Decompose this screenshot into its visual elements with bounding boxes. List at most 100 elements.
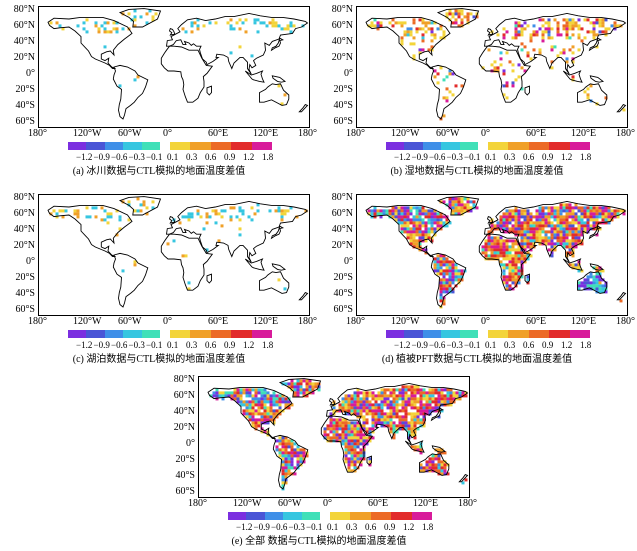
- lon-label: 0°: [481, 316, 490, 327]
- lon-label: 0°: [323, 498, 332, 509]
- lon-label: 60°E: [208, 316, 229, 327]
- greenland-outline: [436, 8, 480, 28]
- lon-label: 0°: [163, 316, 172, 327]
- colorbar-tick: 1.2: [403, 522, 415, 532]
- anomaly-field: [49, 9, 305, 106]
- colorbar-tick: −0.3: [288, 522, 305, 532]
- japan-outline: [588, 225, 603, 240]
- colorbar-tick: 0.1: [485, 152, 497, 162]
- lon-label: 180°: [616, 316, 635, 327]
- greenland-outline: [436, 196, 480, 216]
- colorbar-positive: [488, 142, 590, 150]
- colorbar-tick: 0.1: [167, 340, 179, 350]
- colorbar-tick: −1.2: [394, 340, 411, 350]
- lat-label: 80°N: [331, 4, 353, 15]
- anomaly-field: [49, 197, 308, 291]
- lat-label: 60°S: [333, 304, 353, 315]
- eurasia-outline: [165, 200, 309, 263]
- colorbar-tick: 1.2: [561, 152, 573, 162]
- lat-label: 40°S: [333, 100, 353, 111]
- south-america-outline: [112, 64, 149, 120]
- new-guinea-outline: [431, 445, 447, 453]
- lat-label: 60°N: [13, 208, 35, 219]
- lat-label: 20°S: [15, 84, 35, 95]
- colorbar-positive: [488, 330, 590, 338]
- new-zealand-outline: [298, 292, 309, 301]
- lon-label: 120°W: [391, 316, 420, 327]
- colorbar-tick: 0.6: [205, 340, 217, 350]
- anomaly-field: [209, 379, 468, 491]
- lon-label: 0°: [481, 128, 490, 139]
- lat-label: 60°S: [333, 116, 353, 127]
- britain-outline: [168, 28, 176, 36]
- panel-e: 80°N 60°N 40°N 20°N 0° 20°S 40°S 60°S 180° 120°W 6…: [160, 370, 478, 551]
- lon-label: 120°E: [413, 498, 439, 509]
- colorbar-negative: [386, 142, 478, 150]
- madagascar-outline: [206, 85, 212, 96]
- lat-label: 40°S: [175, 470, 195, 481]
- africa-outline: [160, 45, 214, 103]
- map-frame: [198, 376, 470, 498]
- colorbar-tick: −1.2: [394, 152, 411, 162]
- madagascar-outline: [366, 455, 372, 466]
- lon-label: 180°: [28, 128, 47, 139]
- colorbar-tick: 0.6: [205, 152, 217, 162]
- south-america-outline: [272, 434, 309, 490]
- colorbar-tick: 1.2: [243, 152, 255, 162]
- greenland-outline: [278, 378, 322, 398]
- lat-label: 80°N: [331, 192, 353, 203]
- south-america-outline: [430, 64, 467, 120]
- colorbar-tick: 0.1: [167, 152, 179, 162]
- greenland-outline: [118, 8, 162, 28]
- madagascar-outline: [206, 273, 212, 284]
- eurasia-outline: [165, 12, 309, 75]
- colorbar-tick: 0.9: [542, 340, 554, 350]
- north-america-outline: [365, 204, 451, 258]
- eurasia-outline: [483, 200, 627, 263]
- colorbar-tick: 0.1: [327, 522, 339, 532]
- colorbar-tick: 0.9: [224, 340, 236, 350]
- lat-label: 20°N: [13, 52, 35, 63]
- lat-label: 60°N: [331, 20, 353, 31]
- colorbar-tick: −0.6: [429, 152, 446, 162]
- colorbar-tick: 0.6: [523, 152, 535, 162]
- new-zealand-outline: [616, 104, 627, 113]
- new-zealand-outline: [298, 104, 309, 113]
- lon-label: 60°W: [436, 128, 460, 139]
- lon-label: 180°: [346, 316, 365, 327]
- africa-outline: [160, 233, 214, 291]
- colorbar-tick: −0.6: [111, 340, 128, 350]
- panel-caption: (a) 冰川数据与CTL模拟的地面温度差值: [72, 166, 246, 177]
- indonesia-outline: [244, 258, 265, 271]
- colorbar-tick: −1.2: [76, 340, 93, 350]
- new-zealand-outline: [458, 474, 469, 483]
- panel-caption: (b) 湿地数据与CTL模拟的地面温度差值: [390, 166, 564, 177]
- lon-label: 180°: [346, 128, 365, 139]
- colorbar-positive: [170, 142, 272, 150]
- world-map: [365, 8, 627, 121]
- lat-label: 40°S: [15, 100, 35, 111]
- colorbar-tick: 1.8: [580, 340, 592, 350]
- australia-outline: [259, 271, 290, 294]
- lat-label: 20°N: [331, 52, 353, 63]
- australia-outline: [419, 453, 450, 476]
- panel-caption: (c) 湖泊数据与CTL模拟的地面温度差值: [72, 354, 246, 365]
- lon-label: 60°E: [526, 128, 547, 139]
- south-america-outline: [430, 252, 467, 308]
- japan-outline: [270, 37, 285, 52]
- colorbar-tick: −0.9: [411, 340, 428, 350]
- panel-caption: (e) 全部 数据与CTL模拟的地面温度差值: [231, 536, 407, 547]
- lon-label: 180°: [616, 128, 635, 139]
- north-america-outline: [47, 16, 133, 70]
- lon-label: 180°: [298, 128, 317, 139]
- lat-label: 80°N: [173, 374, 195, 385]
- colorbar-tick: −0.6: [111, 152, 128, 162]
- colorbar-tick: 1.2: [243, 340, 255, 350]
- colorbar-negative: [68, 142, 160, 150]
- lon-label: 60°E: [368, 498, 389, 509]
- colorbar-tick: 0.9: [542, 152, 554, 162]
- map-frame: [38, 6, 310, 128]
- lon-label: 120°E: [253, 128, 279, 139]
- colorbar-tick: 0.3: [346, 522, 358, 532]
- colorbar-negative: [386, 330, 478, 338]
